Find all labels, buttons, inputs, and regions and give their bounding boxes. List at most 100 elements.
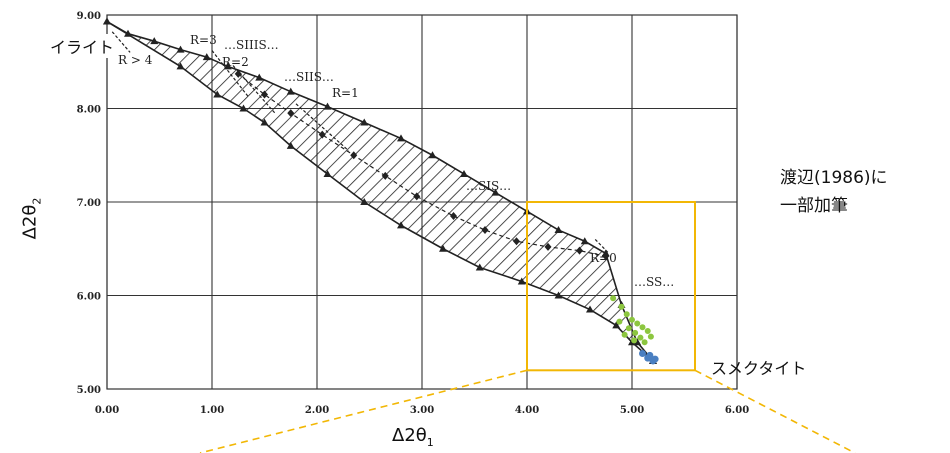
x-tick-label: 5.00	[620, 405, 644, 416]
data-point	[397, 134, 405, 142]
green-point	[629, 316, 635, 323]
y-tick-label: 5.00	[77, 385, 101, 396]
data-point	[176, 45, 185, 53]
data-point	[360, 118, 369, 126]
annotation-label: …SS…	[634, 275, 674, 289]
annotation-label: R=3	[190, 33, 217, 47]
data-point	[323, 169, 332, 177]
green-point	[616, 318, 623, 325]
y-axis-label-text: Δ2θ	[19, 204, 41, 240]
green-point	[632, 329, 639, 336]
data-point	[360, 198, 369, 205]
r-boundary-line	[232, 65, 276, 114]
data-point	[491, 188, 500, 196]
data-point	[261, 90, 268, 99]
y-axis-label-sub: 2	[30, 197, 44, 205]
data-point	[413, 192, 421, 201]
x-tick-label: 2.00	[305, 405, 329, 416]
r-boundary-line	[111, 31, 131, 53]
data-point	[612, 321, 621, 329]
data-point	[554, 226, 563, 234]
data-point	[103, 17, 111, 25]
data-point	[255, 73, 264, 81]
x-axis-label-text: Δ2θ	[392, 425, 427, 446]
data-point	[460, 169, 468, 177]
data-point	[580, 237, 589, 245]
data-point	[602, 252, 610, 261]
annotation-label: R=1	[332, 86, 359, 100]
illite-label: イライト	[50, 34, 115, 58]
y-tick-label: 6.00	[77, 292, 101, 303]
chart-ticks: 0.00 1.00 2.00 3.00 4.00 5.00 6.00 5.00 6.00 7.00…	[77, 11, 750, 416]
highlight-rect	[526, 201, 696, 372]
annotation-label: R=0	[590, 251, 617, 265]
data-point	[439, 244, 447, 252]
blue-point	[646, 351, 654, 359]
r-boundary-line	[594, 238, 610, 254]
data-point	[150, 37, 159, 45]
data-point	[323, 102, 332, 110]
zoom-guide-right	[694, 369, 856, 453]
green-point	[634, 320, 641, 327]
r-boundary-line	[295, 103, 349, 152]
data-point	[202, 53, 211, 61]
source-note-line1: 渡辺(1986)に	[780, 168, 888, 188]
green-point	[631, 337, 638, 344]
annotation-label: …SIIS…	[284, 70, 334, 84]
highlight-box	[199, 201, 856, 453]
y-axis-label: Δ2θ2	[19, 179, 44, 259]
green-point	[610, 295, 617, 302]
data-point	[450, 212, 457, 221]
data-point	[428, 151, 437, 159]
y-tick-label: 7.00	[77, 198, 101, 209]
green-point	[644, 328, 651, 335]
data-point	[287, 109, 295, 118]
data-point	[554, 291, 563, 299]
green-point	[639, 324, 646, 331]
x-tick-label: 4.00	[515, 405, 539, 416]
x-tick-label: 3.00	[410, 405, 434, 416]
data-point	[381, 171, 389, 180]
blue-point	[651, 355, 659, 363]
chart-annotations: R > 4 R=3 …SIIIS… R=2 …SIIS… R=1 …SIS… R=0 …SS…	[111, 31, 674, 289]
data-point	[397, 221, 405, 229]
data-point	[286, 87, 295, 95]
data-point	[176, 62, 185, 70]
data-point	[213, 90, 222, 98]
data-point	[318, 130, 326, 139]
data-point	[286, 141, 295, 149]
annotation-label: …SIIIS…	[224, 38, 279, 52]
x-tick-label: 0.00	[95, 405, 119, 416]
annotation-label: R > 4	[118, 53, 153, 67]
data-point	[544, 242, 552, 251]
source-note-line2: 一部加筆	[780, 196, 848, 216]
data-point	[576, 246, 583, 255]
y-tick-label: 8.00	[77, 105, 101, 116]
data-point	[586, 305, 594, 313]
green-point	[621, 331, 628, 338]
chart-series	[103, 17, 659, 365]
y-tick-label: 9.00	[77, 11, 101, 22]
x-tick-label: 6.00	[725, 405, 749, 416]
x-axis-label: Δ2θ1	[392, 425, 434, 449]
data-point	[513, 237, 520, 246]
data-point	[234, 69, 242, 78]
smectite-label: スメクタイト	[711, 359, 807, 378]
data-point	[260, 118, 269, 126]
annotation-label: R=2	[222, 55, 249, 69]
blue-point	[639, 349, 646, 357]
source-note: 渡辺(1986)に 一部加筆	[780, 164, 888, 220]
data-point	[475, 263, 484, 271]
green-point	[641, 339, 648, 346]
green-point	[623, 311, 630, 318]
green-point	[625, 325, 632, 332]
x-tick-label: 1.00	[200, 405, 224, 416]
green-point	[618, 303, 625, 310]
data-point	[517, 277, 526, 285]
zoom-guide-left	[199, 369, 528, 453]
annotation-label: …SIS…	[466, 179, 511, 193]
data-point	[481, 226, 489, 235]
green-point	[637, 334, 644, 341]
x-axis-label-sub: 1	[426, 436, 434, 449]
